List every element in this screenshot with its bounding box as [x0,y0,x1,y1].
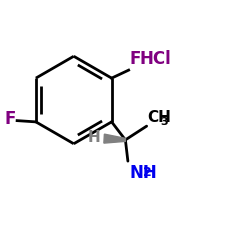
Text: HCl: HCl [139,50,171,68]
Text: F: F [130,50,141,68]
Text: H: H [88,130,100,145]
Text: F: F [4,110,16,128]
Text: 3: 3 [161,117,168,127]
Text: NH: NH [130,164,158,182]
Polygon shape [104,134,126,143]
Text: 2: 2 [144,166,152,179]
Text: CH: CH [148,110,172,125]
